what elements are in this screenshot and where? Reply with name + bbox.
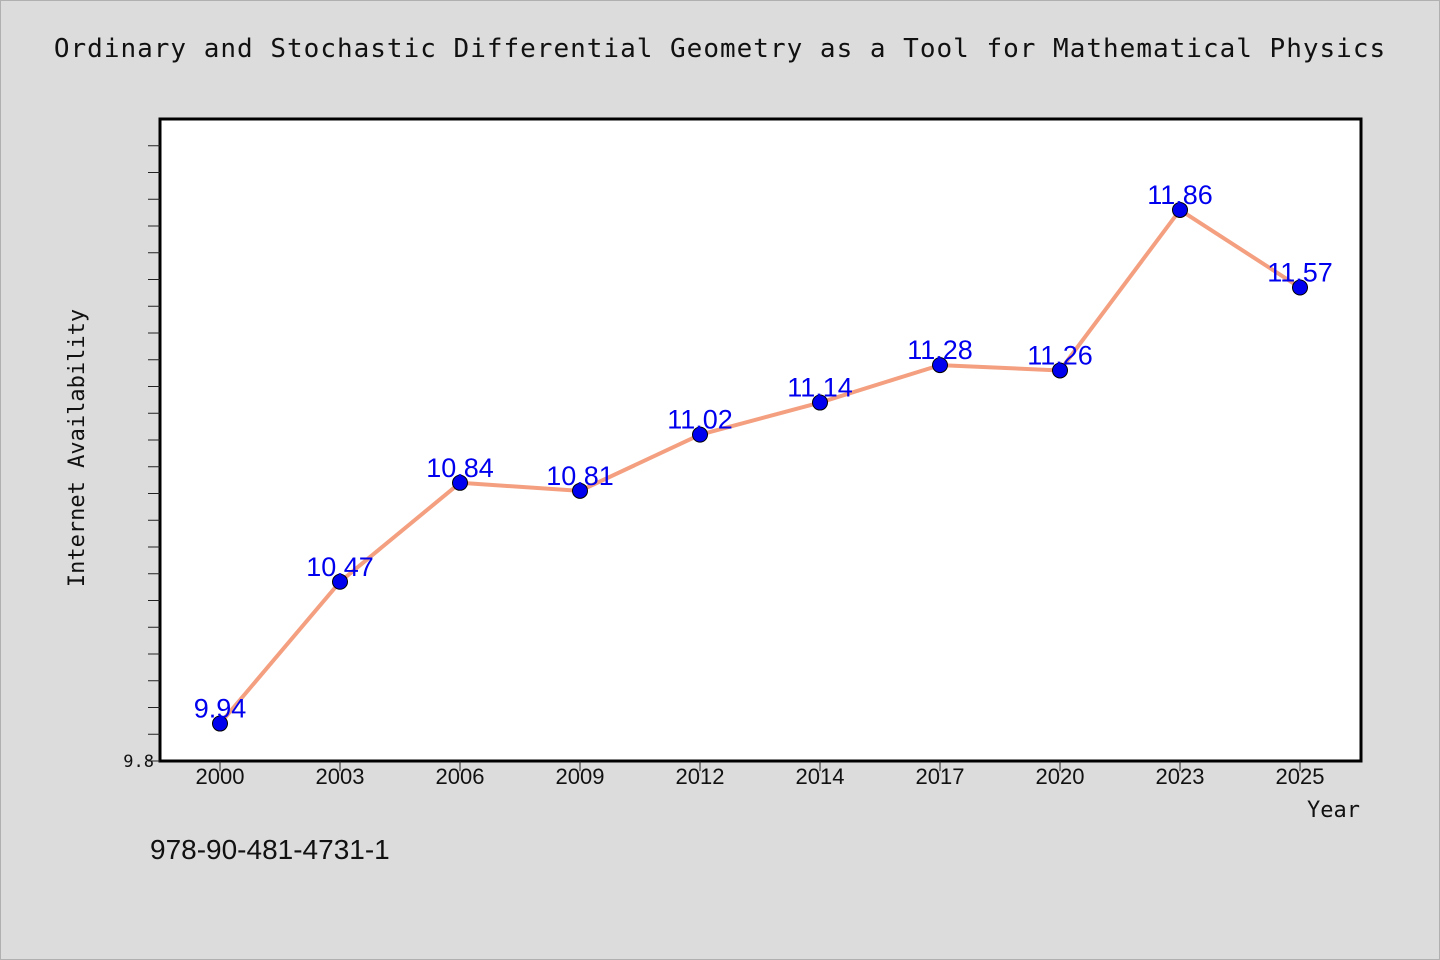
x-tick-label: 2020	[1036, 764, 1085, 789]
x-tick-label: 2006	[436, 764, 485, 789]
y-axis-label: Internet Availability	[65, 309, 90, 587]
data-label: 10.81	[546, 461, 614, 491]
data-label: 11.86	[1147, 180, 1213, 210]
x-tick-label: 2003	[316, 764, 365, 789]
y-axis-ticks: 9.8	[123, 145, 160, 772]
data-point	[692, 426, 708, 443]
x-tick-label: 2017	[916, 764, 965, 789]
data-label: 11.57	[1267, 258, 1333, 288]
data-point	[452, 474, 468, 491]
data-point	[332, 573, 348, 590]
data-point	[1172, 201, 1188, 218]
data-label: 10.47	[306, 552, 374, 582]
data-label: 11.26	[1027, 340, 1093, 370]
data-point	[572, 482, 588, 499]
data-point	[1292, 279, 1308, 296]
data-point	[212, 715, 228, 732]
isbn-text: 978-90-481-4731-1	[150, 834, 390, 865]
x-tick-label: 2000	[196, 764, 245, 789]
data-point	[812, 394, 828, 411]
x-axis-ticks: 2000 2003 2006 2009 2012 2014 2017 2020 2023 2025	[196, 761, 1325, 789]
data-point	[1052, 362, 1068, 379]
series-line	[218, 207, 1302, 725]
x-tick-label: 2009	[556, 764, 605, 789]
x-axis-label: Year	[1307, 798, 1360, 823]
data-label: 9.94	[194, 694, 247, 724]
data-label: 10.84	[426, 453, 494, 483]
data-point	[932, 357, 948, 374]
data-label: 11.02	[667, 405, 733, 435]
plot-area	[158, 117, 1363, 763]
x-tick-label: 2012	[676, 764, 725, 789]
x-tick-label: 2025	[1276, 764, 1325, 789]
data-label: 11.28	[907, 335, 973, 365]
data-label-layer: 9.94 10.47 10.84 10.81 11.02 11.14 11.28 11.26 1…	[194, 180, 1333, 724]
x-tick-label: 2023	[1156, 764, 1205, 789]
y-tick-label: 9.8	[123, 752, 154, 772]
chart-title: Ordinary and Stochastic Differential Geo…	[53, 34, 1387, 64]
data-label: 11.14	[787, 373, 853, 403]
series-layer	[212, 201, 1308, 732]
x-tick-label: 2014	[796, 764, 845, 789]
